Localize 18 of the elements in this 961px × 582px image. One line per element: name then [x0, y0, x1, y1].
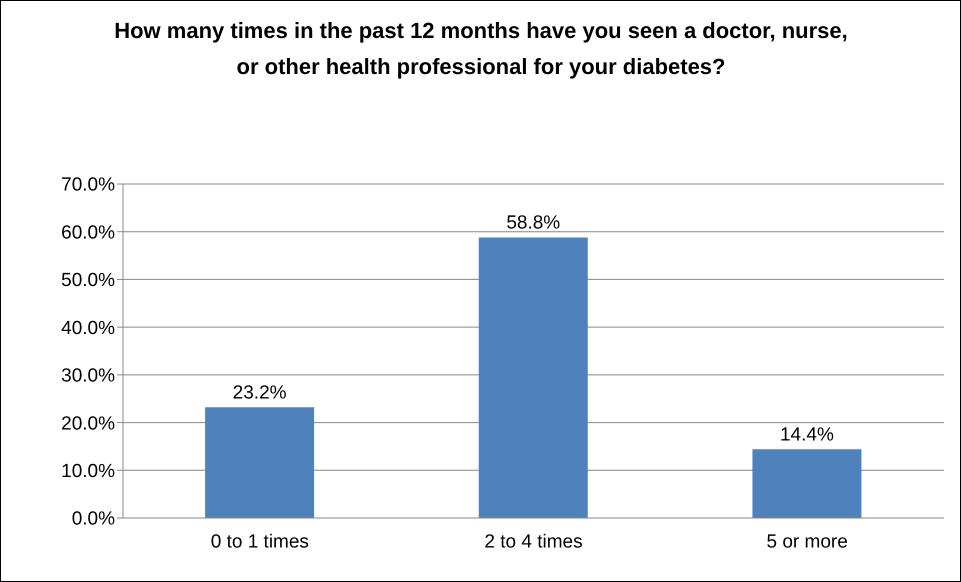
- y-tick-label: 20.0%: [61, 413, 116, 434]
- x-tick-label: 2 to 4 times: [484, 531, 583, 552]
- y-tick-label: 10.0%: [61, 461, 116, 482]
- y-tick-label: 60.0%: [61, 222, 116, 244]
- x-tick-label: 0 to 1 times: [210, 531, 309, 552]
- bar: [478, 237, 588, 518]
- y-tick-label: 40.0%: [61, 318, 116, 339]
- y-tick-label: 30.0%: [61, 366, 116, 387]
- y-tick-label: 50.0%: [61, 270, 116, 292]
- x-tick-label: 5 or more: [766, 531, 848, 552]
- data-label: 14.4%: [780, 424, 834, 446]
- y-tick-label: 0.0%: [72, 508, 116, 530]
- data-label: 23.2%: [232, 382, 287, 404]
- chart-title: How many times in the past 12 months have you seen a doctor, nurse, or other health professional for your diabetes?: [113, 17, 849, 81]
- bar: [752, 449, 862, 518]
- data-label: 58.8%: [506, 212, 560, 234]
- bar: [205, 407, 314, 518]
- y-tick-label: 70.0%: [61, 174, 116, 196]
